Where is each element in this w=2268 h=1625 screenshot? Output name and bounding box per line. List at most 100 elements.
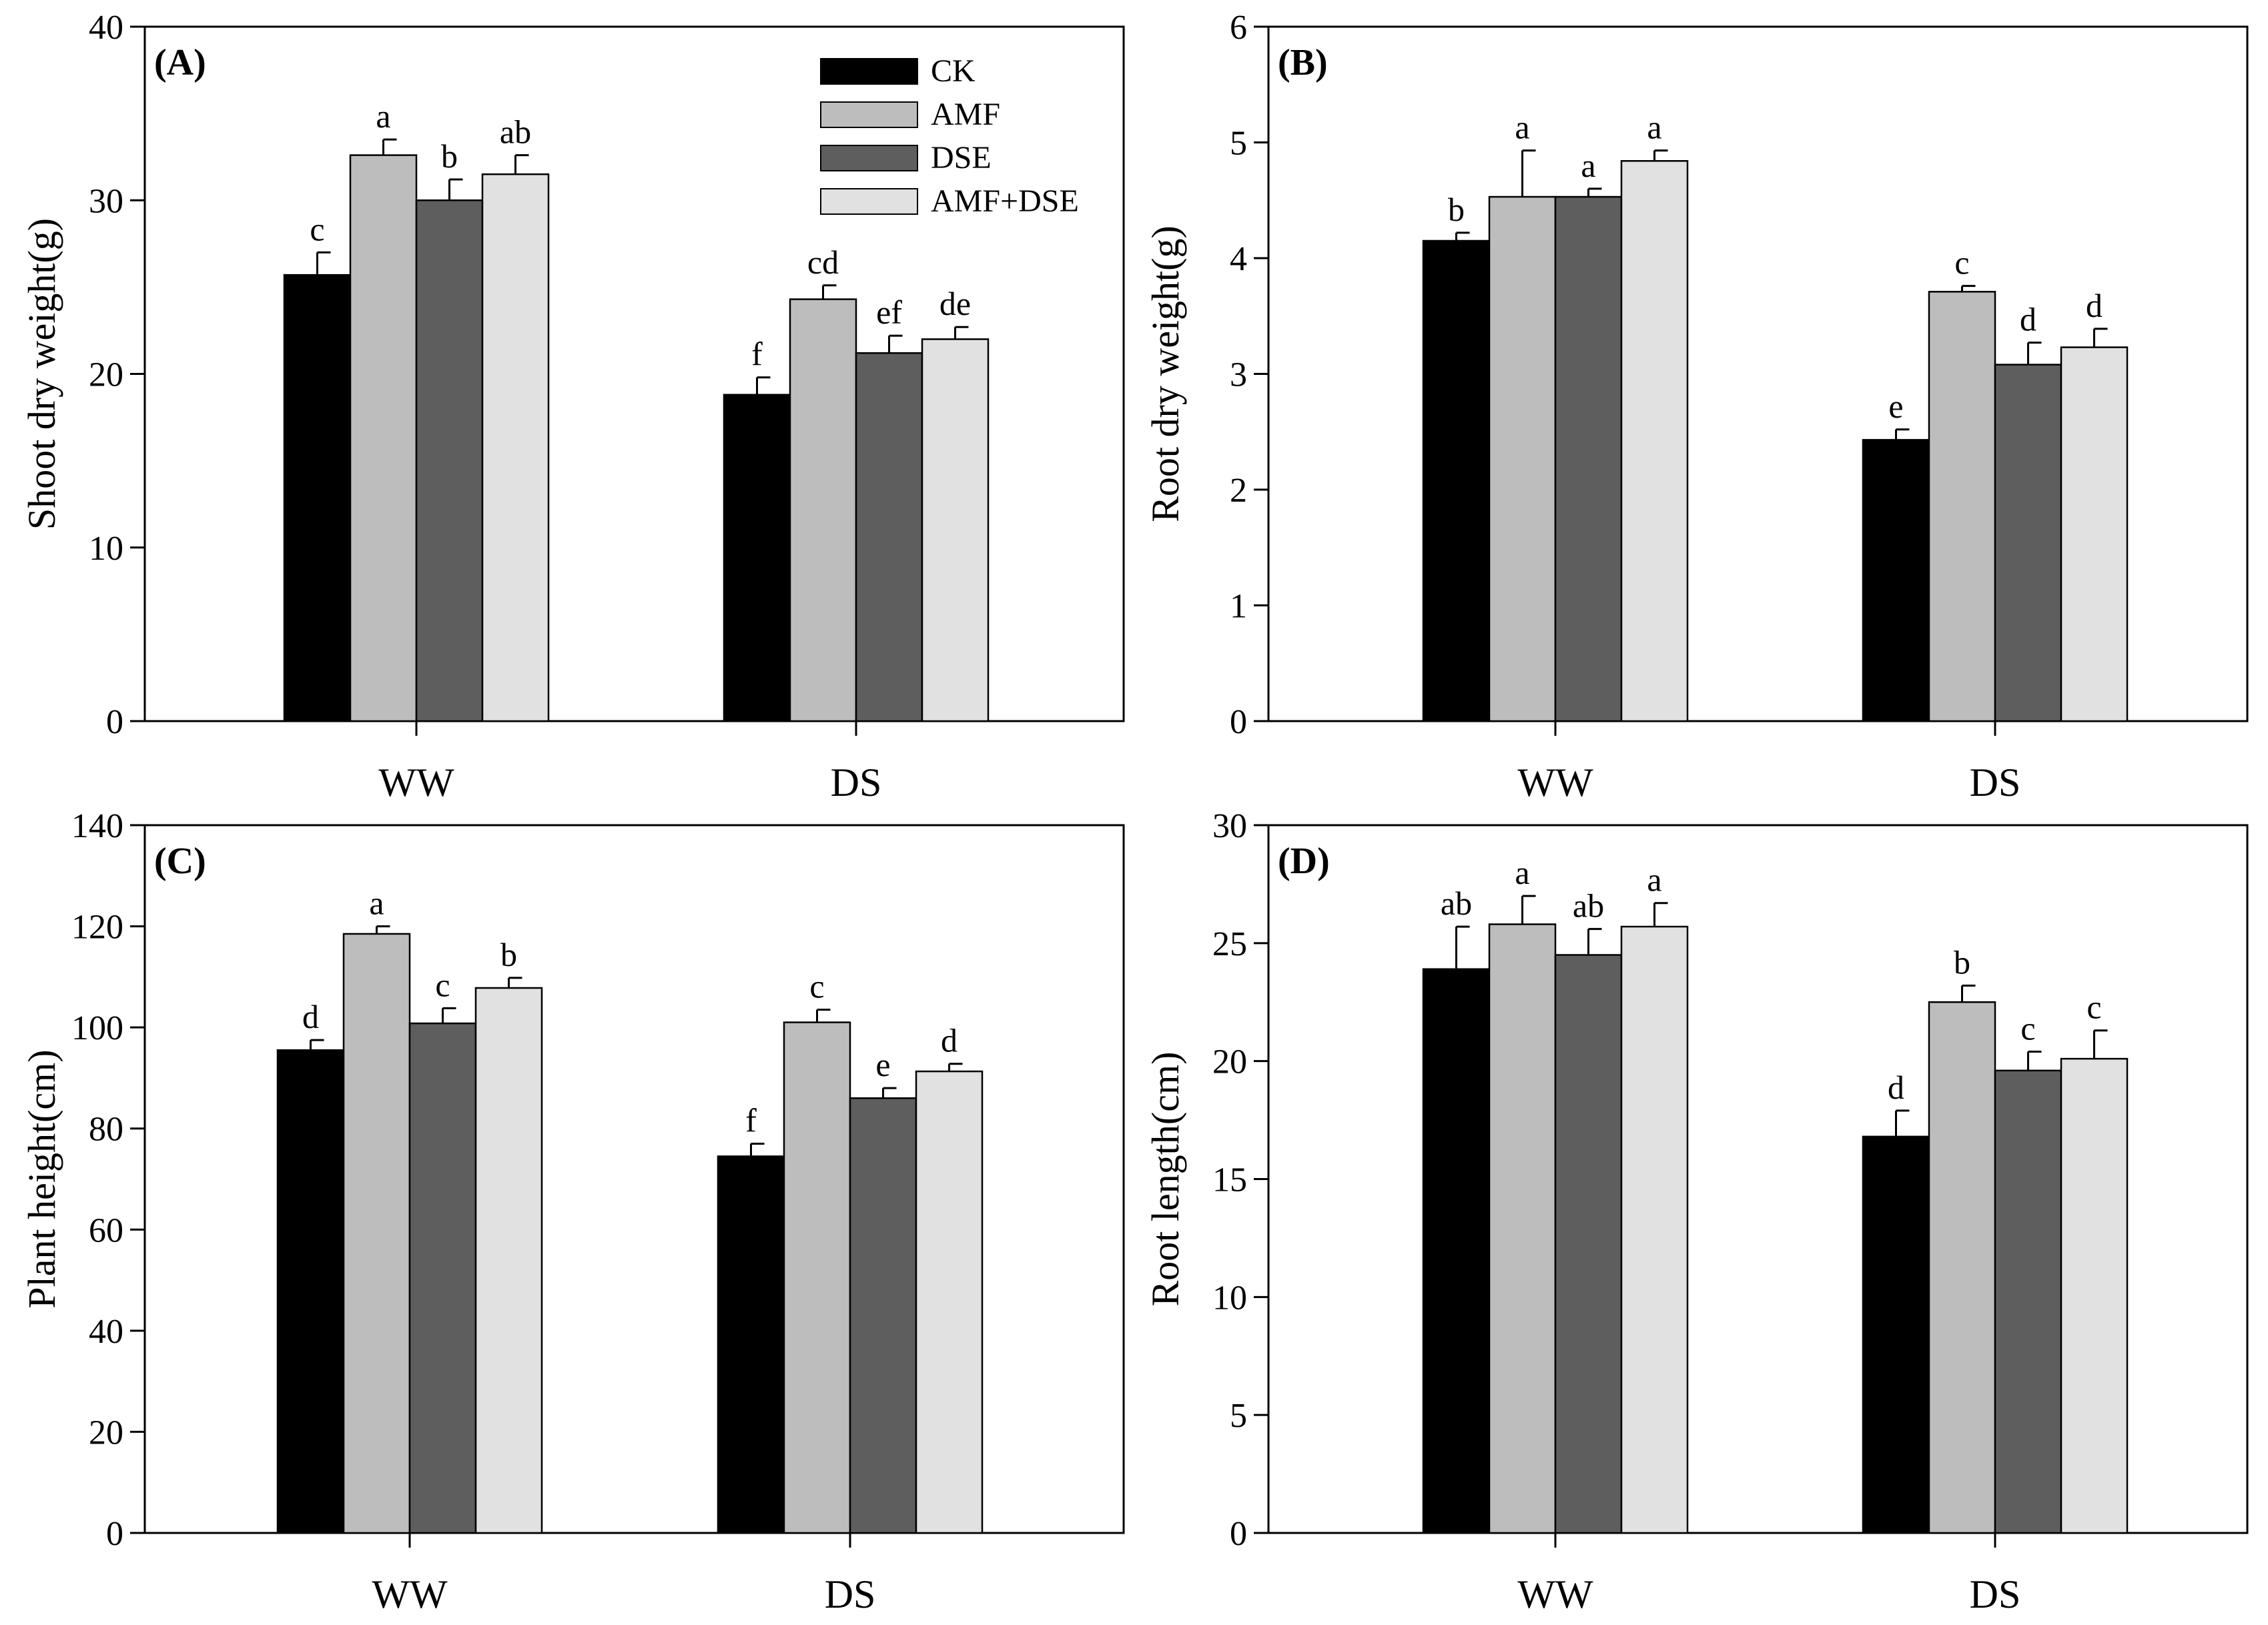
bar	[1554, 954, 1623, 1534]
y-tick-label: 40	[89, 9, 123, 47]
y-tick-label: 2	[1230, 472, 1247, 510]
x-category-label: DS	[825, 1572, 876, 1616]
significance-letter: b	[500, 936, 517, 973]
y-axis-label: Root dry weight(g)	[1144, 225, 1187, 522]
y-tick-label: 20	[89, 1414, 123, 1452]
y-tick-label: 0	[106, 1515, 123, 1553]
significance-letter: d	[302, 998, 319, 1035]
y-axis-label: Root length(cm)	[1144, 1052, 1187, 1307]
panel-label: (D)	[1278, 841, 1330, 882]
significance-letter: b	[1954, 943, 1970, 981]
bar	[717, 1155, 785, 1534]
bar	[1620, 925, 1689, 1534]
significance-letter: c	[2020, 1010, 2035, 1047]
significance-letter: ab	[500, 113, 531, 151]
y-tick-label: 6	[1230, 9, 1247, 47]
bar	[915, 1070, 984, 1534]
panel-label: (A)	[154, 42, 206, 83]
bar	[342, 933, 411, 1534]
y-tick-label: 0	[1230, 703, 1247, 741]
y-tick-label: 0	[1230, 1515, 1247, 1553]
bar	[1862, 1135, 1930, 1534]
y-tick-label: 30	[89, 182, 123, 220]
bar	[1422, 239, 1491, 722]
significance-letter: c	[1954, 244, 1969, 282]
bar	[1422, 968, 1491, 1534]
bar	[849, 1097, 917, 1534]
significance-letter: a	[369, 885, 384, 922]
bar	[1928, 291, 1996, 722]
bar	[1994, 364, 2062, 722]
significance-letter: e	[1888, 388, 1903, 425]
bar	[783, 1021, 851, 1534]
bar	[1928, 1001, 1996, 1534]
significance-letter: a	[1647, 109, 1661, 146]
legend: CK AMF DSE AMF+DSE	[820, 53, 1079, 219]
chart-panel-d: 0 5 10 15 20 25 30 Root length(cm) (D) WW ab a ab a DS…	[1144, 807, 2249, 1616]
y-tick-label: 5	[1230, 125, 1247, 163]
bar	[481, 173, 550, 722]
y-axis-label: Shoot dry weight(g)	[20, 218, 63, 530]
y-axis-label: Plant height(cm)	[20, 1049, 63, 1308]
bar	[1862, 439, 1930, 722]
significance-letter: b	[441, 137, 458, 175]
legend-label: AMF	[931, 97, 1000, 132]
bar	[1488, 923, 1557, 1534]
significance-letter: cd	[807, 243, 839, 281]
significance-letter: ab	[1573, 887, 1604, 925]
significance-letter: a	[1581, 147, 1595, 184]
x-category-label: WW	[1517, 1572, 1593, 1616]
significance-letter: c	[809, 968, 824, 1005]
y-tick-label: 1	[1230, 588, 1247, 626]
chart-panel-b: 0 1 2 3 4 5 6 Root dry weight(g) (B) WW b a a a DS e c d d	[1144, 9, 2249, 804]
x-category-label: WW	[378, 760, 454, 804]
bar	[349, 154, 418, 722]
y-tick-label: 60	[89, 1211, 123, 1249]
legend-swatch	[820, 101, 918, 128]
bar	[1994, 1069, 2062, 1534]
x-category-label: WW	[1517, 760, 1593, 804]
y-tick-label: 0	[106, 703, 123, 741]
x-category-label: DS	[1970, 760, 2021, 804]
y-tick-label: 15	[1212, 1161, 1247, 1199]
bar	[283, 274, 352, 722]
legend-label: CK	[931, 53, 976, 89]
x-category-label: DS	[831, 760, 882, 804]
y-tick-label: 80	[89, 1111, 123, 1149]
y-tick-label: 10	[1212, 1279, 1247, 1317]
significance-letter: d	[2086, 287, 2103, 324]
x-category-label: DS	[1970, 1572, 2021, 1616]
significance-letter: c	[310, 210, 324, 247]
bar	[2060, 1057, 2129, 1534]
significance-letter: ab	[1441, 885, 1472, 922]
y-tick-label: 20	[89, 356, 123, 394]
significance-letter: a	[1515, 854, 1529, 891]
significance-letter: b	[1448, 191, 1465, 228]
bar	[1488, 195, 1557, 722]
panel-label: (C)	[154, 841, 206, 882]
y-tick-label: 140	[71, 807, 123, 845]
y-tick-label: 5	[1230, 1397, 1247, 1435]
significance-letter: ef	[876, 294, 902, 331]
significance-letter: c	[435, 966, 450, 1003]
bar	[723, 394, 791, 722]
y-tick-label: 100	[71, 1009, 123, 1047]
significance-letter: c	[2087, 989, 2101, 1026]
x-category-label: WW	[372, 1572, 448, 1616]
significance-letter: f	[751, 336, 763, 373]
legend-label: DSE	[931, 140, 992, 175]
legend-swatch	[820, 58, 918, 85]
y-tick-label: 40	[89, 1313, 123, 1351]
bar	[474, 987, 543, 1534]
legend-swatch	[820, 188, 918, 215]
significance-letter: a	[1647, 861, 1661, 899]
panel-label: (B)	[1278, 42, 1328, 83]
significance-letter: a	[1515, 109, 1529, 146]
significance-letter: e	[875, 1046, 890, 1083]
significance-letter: f	[745, 1101, 757, 1139]
legend-swatch	[820, 145, 918, 171]
bar	[1554, 195, 1623, 722]
y-tick-label: 10	[89, 530, 123, 568]
bar	[415, 199, 484, 722]
significance-letter: de	[939, 285, 971, 322]
